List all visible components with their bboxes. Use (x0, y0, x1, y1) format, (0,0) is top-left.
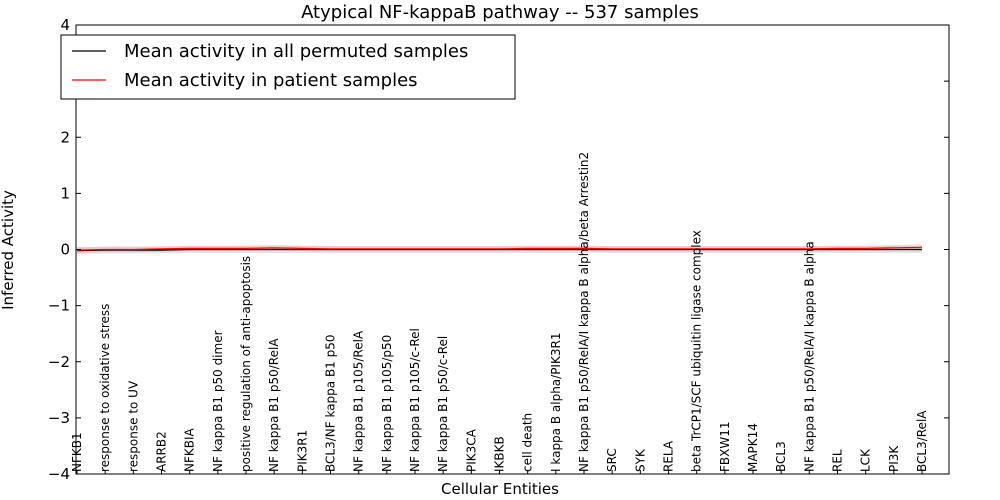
x-tick-label: RELA (662, 440, 676, 472)
x-tick-label: ARRB2 (155, 431, 169, 472)
y-tick-label: −2 (48, 353, 70, 371)
y-axis-label: Inferred Activity (0, 190, 17, 310)
legend-label-permuted: Mean activity in all permuted samples (124, 41, 468, 62)
x-tick-label: NF kappa B1 p105/c-Rel (408, 328, 422, 472)
line-patient (76, 246, 923, 251)
y-tick-label: 1 (60, 184, 70, 202)
y-tick-label: 4 (60, 16, 70, 34)
x-tick-label: BCL3/NF kappa B1 p50 (324, 334, 338, 472)
legend-label-patient: Mean activity in patient samples (124, 70, 418, 91)
x-tick-label: REL (831, 449, 845, 472)
x-tick-label: FBXW11 (718, 422, 732, 473)
x-tick-label: NF kappa B1 p50/RelA (267, 338, 281, 472)
y-tick-label: 0 (60, 241, 70, 259)
x-tick-label: PIK3CA (464, 428, 478, 472)
x-tick-label: beta TrCP1/SCF ubiquitin ligase complex (690, 230, 704, 472)
y-tick-label: −1 (48, 297, 70, 315)
series-lines (76, 246, 923, 252)
legend-box (60, 34, 516, 100)
x-tick-label: response to UV (126, 380, 140, 472)
x-tick-label: BCL3 (774, 441, 788, 472)
x-tick-label: IKBKB (493, 436, 507, 472)
x-axis: NFKB1 response to oxidative stress respons… (70, 152, 929, 474)
x-tick-label: LCK (859, 448, 873, 472)
x-tick-label: I kappa B alpha/PIK3R1 (549, 333, 563, 472)
x-tick-label: NF kappa B1 p50/RelA/I kappa B alpha/bet… (577, 152, 591, 472)
y-tick-label: −3 (48, 409, 70, 427)
x-axis-label: Cellular Entities (441, 480, 559, 498)
legend: Mean activity in all permuted samples Me… (60, 34, 516, 100)
x-tick-label: NF kappa B1 p50 dimer (211, 330, 225, 472)
chart-title: Atypical NF-kappaB pathway -- 537 sample… (301, 2, 699, 23)
y-tick-label: −4 (48, 465, 70, 483)
x-tick-label: cell death (521, 413, 535, 472)
x-tick-label: NF kappa B1 p50/c-Rel (436, 336, 450, 472)
x-tick-label: SYK (633, 448, 647, 472)
x-tick-label: BCL3/RelA (915, 410, 929, 472)
x-tick-label: NF kappa B1 p105/RelA (352, 330, 366, 472)
x-tick-label: NFKBIA (183, 427, 197, 472)
y-tick-label: 2 (60, 128, 70, 146)
x-tick-label: positive regulation of anti-apoptosis (239, 256, 253, 472)
x-tick-label: PI3K (887, 445, 901, 472)
x-tick-label: MAPK14 (746, 423, 760, 472)
x-tick-label: NF kappa B1 p50/RelA/I kappa B alpha (802, 241, 816, 472)
x-tick-label: NFKB1 (70, 432, 84, 472)
x-tick-label: PIK3R1 (295, 430, 309, 472)
x-tick-label: SRC (605, 448, 619, 472)
x-tick-label: NF kappa B1 p105/p50 (380, 335, 394, 472)
x-tick-label: response to oxidative stress (98, 304, 112, 472)
